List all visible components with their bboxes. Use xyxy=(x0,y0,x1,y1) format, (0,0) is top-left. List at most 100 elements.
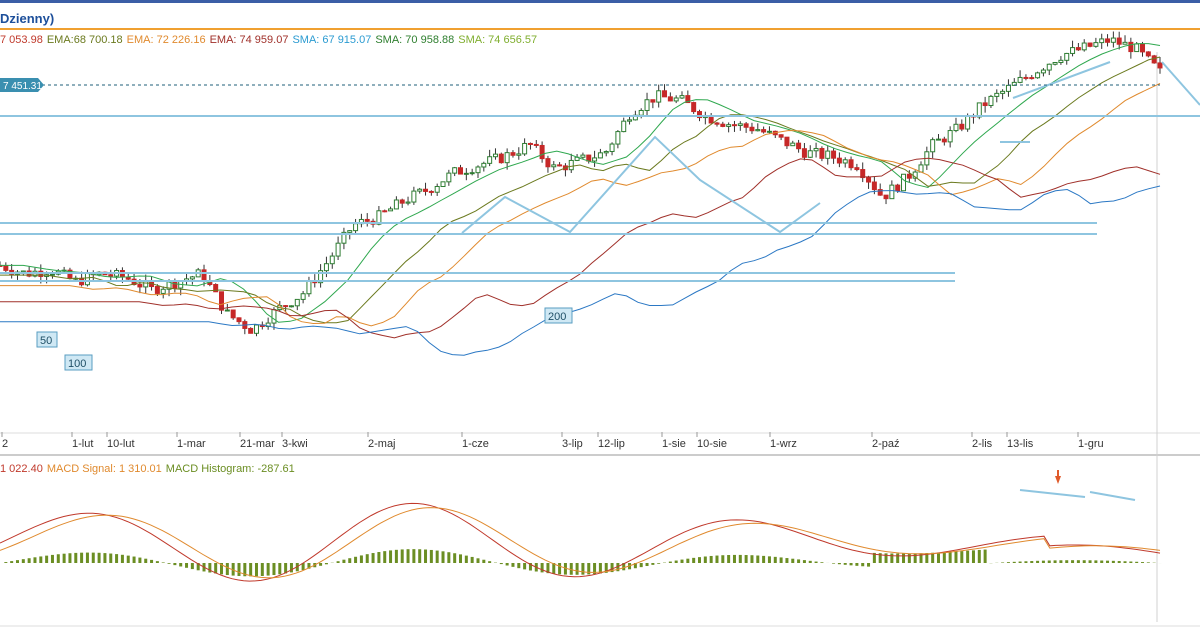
trend-line-down xyxy=(1161,61,1200,106)
macd-histogram-bar xyxy=(738,554,742,563)
macd-histogram-bar xyxy=(867,563,871,567)
macd-line xyxy=(0,502,1161,582)
macd-histogram-bar xyxy=(301,563,305,571)
macd-histogram-bar xyxy=(1146,562,1150,563)
candle xyxy=(883,194,889,200)
candle xyxy=(819,147,825,159)
ema-mid-line xyxy=(0,82,1161,327)
macd-histogram-bar xyxy=(622,563,626,571)
candle xyxy=(627,119,633,122)
macd-histogram-bar xyxy=(581,563,585,575)
candle xyxy=(726,124,732,127)
macd-histogram-bar xyxy=(266,563,270,576)
candle xyxy=(393,199,399,210)
macd-histogram-bar xyxy=(674,560,678,563)
macd-histogram-bar xyxy=(902,553,906,563)
macd-histogram-bar xyxy=(1065,560,1069,563)
candle xyxy=(84,272,90,286)
macd-histogram-bar xyxy=(453,553,457,563)
macd-histogram-bar xyxy=(365,554,369,563)
candle xyxy=(895,184,901,192)
macd-histogram-bar xyxy=(1006,562,1010,563)
macd-histogram-bar xyxy=(435,550,439,563)
macd-histogram-bar xyxy=(948,551,952,563)
macd-histogram-bar xyxy=(39,556,43,563)
ma-label-box xyxy=(36,331,58,348)
candle xyxy=(906,173,912,179)
candle xyxy=(382,210,388,213)
macd-histogram-bar xyxy=(832,563,836,564)
macd-histogram-bar xyxy=(919,553,923,563)
candle xyxy=(935,138,941,141)
candle xyxy=(1151,55,1157,64)
macd-histogram-bar xyxy=(459,554,463,563)
macd-histogram-bar xyxy=(686,558,690,563)
candle xyxy=(1099,38,1105,44)
candle xyxy=(860,169,866,179)
macd-histogram-bar xyxy=(50,554,54,563)
candle xyxy=(154,286,160,294)
candle xyxy=(813,147,819,152)
macd-histogram-bar xyxy=(1059,560,1063,563)
ma-label: 200 xyxy=(548,311,566,323)
macd-histogram-bar xyxy=(179,563,183,567)
macd-histogram-bar xyxy=(1047,560,1051,563)
macd-histogram-bar xyxy=(697,557,701,563)
candle xyxy=(253,324,259,334)
ma-label: 50 xyxy=(40,335,52,347)
macd-histogram-bar xyxy=(190,563,194,570)
macd-histogram-bar xyxy=(284,563,288,574)
x-tick-label: 1-mar xyxy=(177,438,206,450)
candle xyxy=(143,280,149,288)
candle xyxy=(172,280,178,289)
candle xyxy=(300,293,306,300)
macd-histogram-bar xyxy=(225,563,229,576)
macd-histogram-bar xyxy=(511,563,515,567)
macd-histogram-bar xyxy=(278,563,282,575)
macd-histogram-bar xyxy=(1135,561,1139,563)
macd-histogram-bar xyxy=(406,549,410,563)
macd-histogram-bar xyxy=(779,557,783,563)
candle xyxy=(807,150,813,158)
macd-histogram-bar xyxy=(10,561,14,563)
candle xyxy=(288,305,294,308)
macd-histogram-bar xyxy=(441,551,445,563)
candle xyxy=(1064,52,1070,61)
candle xyxy=(329,255,335,265)
candle xyxy=(335,242,341,257)
candle xyxy=(475,166,481,174)
legend-item: EMA: 72 226.16 xyxy=(126,34,206,46)
candle xyxy=(481,162,487,168)
candle xyxy=(219,291,225,311)
x-tick-label: 1-gru xyxy=(1078,438,1104,450)
macd-histogram-bar xyxy=(243,563,247,577)
candle xyxy=(236,317,242,323)
candle xyxy=(1110,37,1116,43)
macd-histogram-bar xyxy=(872,552,876,563)
macd-histogram-bar xyxy=(802,560,806,563)
macd-histogram-bar xyxy=(587,563,591,575)
candle xyxy=(469,172,475,175)
candle xyxy=(49,273,55,276)
macd-histogram-bar xyxy=(394,549,398,563)
candle xyxy=(388,208,394,212)
candle xyxy=(498,153,504,164)
candle xyxy=(1052,61,1058,65)
macd-histogram-bar xyxy=(4,562,8,563)
macd-histogram-bar xyxy=(890,553,894,563)
macd-histogram-bar xyxy=(371,553,375,563)
macd-histogram-bar xyxy=(115,554,119,563)
macd-histogram-bar xyxy=(354,556,358,563)
candle xyxy=(696,111,702,119)
macd-histogram-bar xyxy=(15,560,19,563)
macd-histogram-bar xyxy=(97,552,101,563)
macd-histogram-bar xyxy=(499,563,503,565)
candle xyxy=(551,164,557,168)
macd-histogram-bar xyxy=(750,555,754,563)
candle xyxy=(510,152,516,156)
macd-histogram-bar xyxy=(1141,562,1145,563)
macd-histogram-bar xyxy=(74,552,78,563)
macd-histogram-bar xyxy=(1012,561,1016,563)
macd-legend-item: MACD Histogram: -287.61 xyxy=(165,463,295,475)
